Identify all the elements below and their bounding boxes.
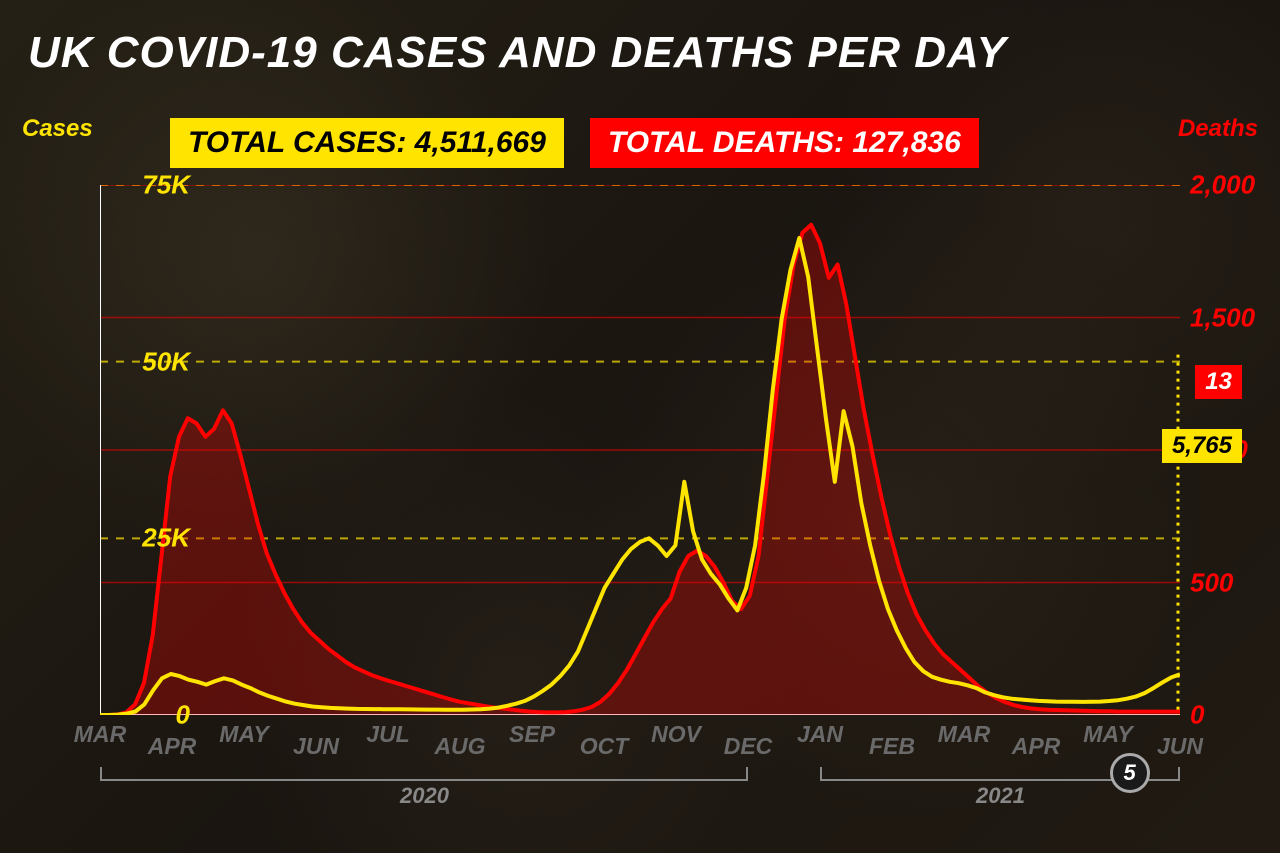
x-month-tick: JUL — [366, 721, 409, 748]
x-month-tick: MAR — [938, 721, 990, 748]
x-month-tick: MAY — [1083, 721, 1132, 748]
x-month-tick: MAY — [219, 721, 268, 748]
y-axis-left-label: Cases — [22, 115, 93, 143]
y-left-tick: 75K — [142, 170, 190, 201]
total-deaths-badge: TOTAL DEATHS: 127,836 — [590, 118, 979, 168]
x-month-tick: FEB — [869, 733, 915, 760]
chart-plot-area — [100, 185, 1180, 715]
latest-value-callout: 5,765 — [1162, 429, 1242, 463]
y-right-tick: 500 — [1190, 567, 1233, 598]
chart-svg — [100, 185, 1180, 715]
x-month-tick: NOV — [651, 721, 701, 748]
latest-value-callout: 13 — [1195, 365, 1242, 399]
year-label: 2021 — [976, 783, 1025, 809]
x-month-tick: AUG — [434, 733, 485, 760]
y-right-tick: 2,000 — [1190, 170, 1255, 201]
y-right-tick: 1,500 — [1190, 302, 1255, 333]
y-left-tick: 25K — [142, 523, 190, 554]
totals-badges: TOTAL CASES: 4,511,669 TOTAL DEATHS: 127… — [170, 118, 979, 168]
year-label: 2020 — [400, 783, 449, 809]
x-month-tick: APR — [1012, 733, 1061, 760]
x-month-tick: MAR — [74, 721, 126, 748]
x-month-tick: APR — [148, 733, 197, 760]
x-month-tick: SEP — [509, 721, 555, 748]
x-month-tick: JUN — [293, 733, 339, 760]
total-cases-badge: TOTAL CASES: 4,511,669 — [170, 118, 564, 168]
date-marker-circle: 5 — [1110, 753, 1150, 793]
year-bracket — [100, 767, 748, 781]
x-month-tick: DEC — [724, 733, 773, 760]
x-month-tick: OCT — [580, 733, 629, 760]
y-right-tick: 0 — [1190, 700, 1204, 731]
x-month-tick: JUN — [1157, 733, 1203, 760]
y-left-tick: 0 — [176, 700, 190, 731]
y-left-tick: 50K — [142, 346, 190, 377]
x-month-tick: JAN — [797, 721, 843, 748]
chart-title: UK COVID-19 CASES AND DEATHS PER DAY — [28, 28, 1007, 78]
y-axis-right-label: Deaths — [1178, 115, 1258, 143]
